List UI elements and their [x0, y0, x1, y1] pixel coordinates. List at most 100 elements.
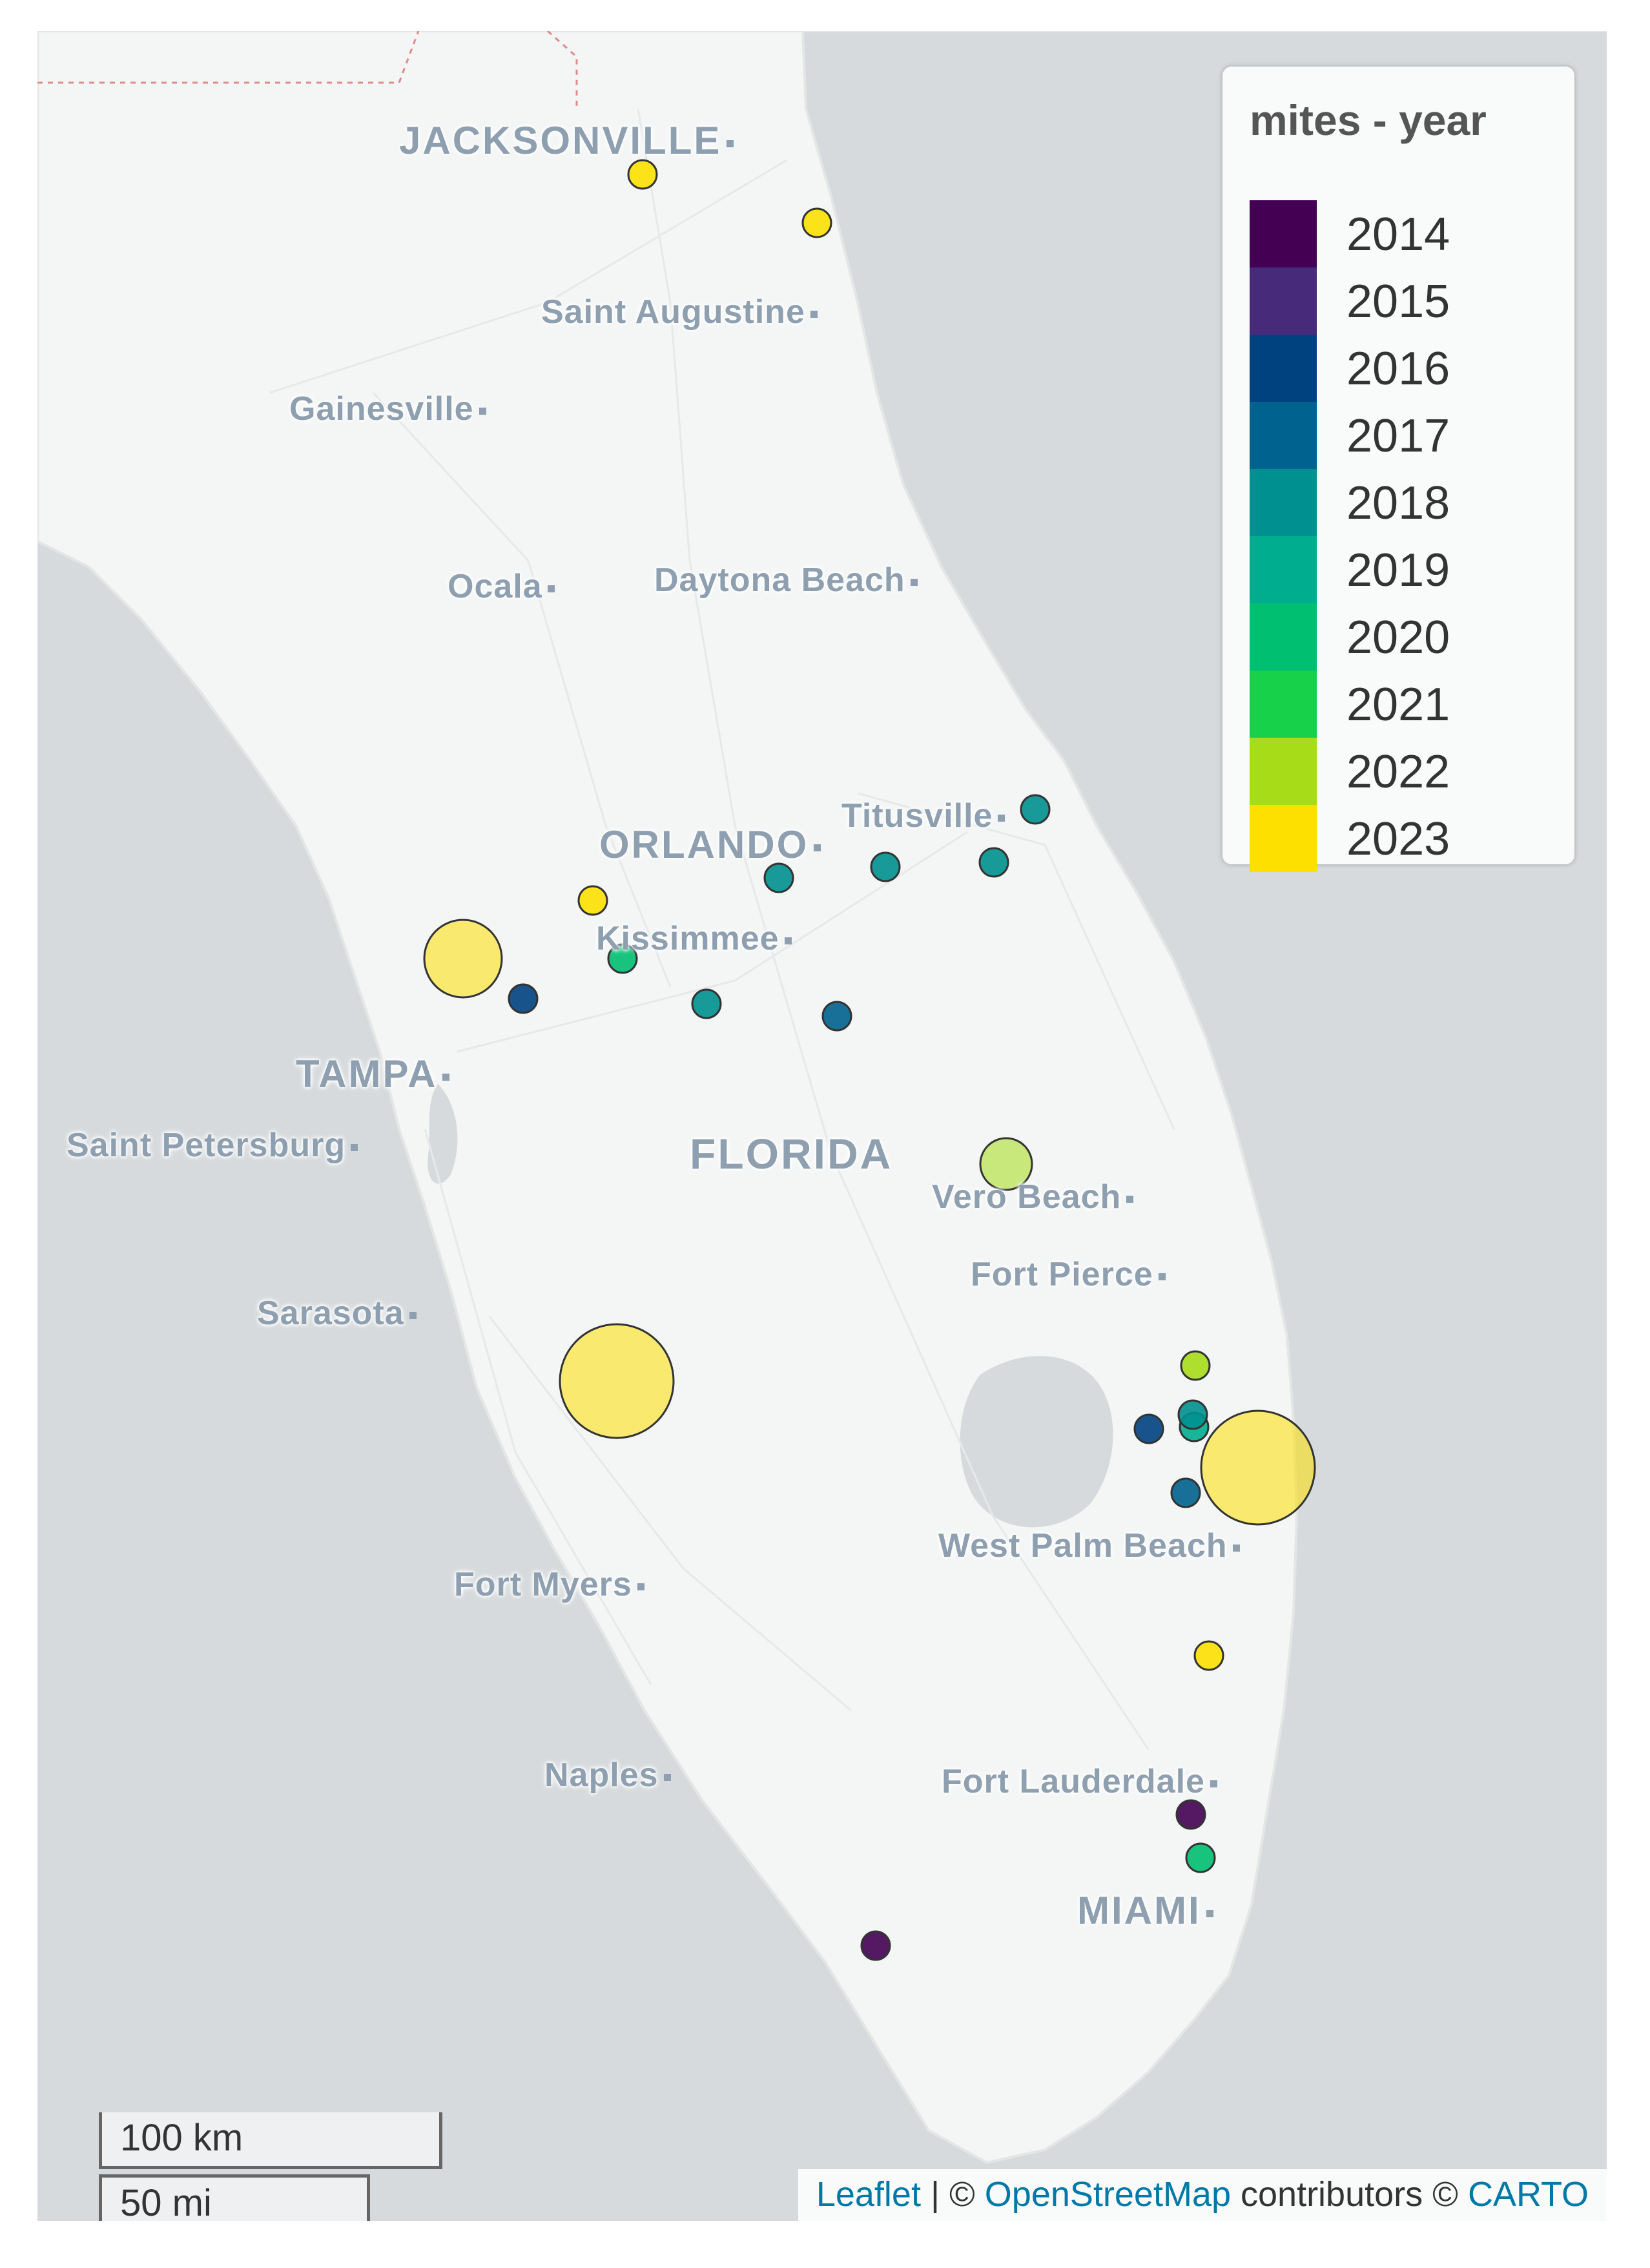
lake-okeechobee	[960, 1356, 1113, 1528]
legend-year-label: 2014	[1346, 209, 1450, 260]
attribution-separator: | ©	[920, 2175, 985, 2214]
mite-site-marker[interactable]	[1020, 794, 1051, 825]
road	[488, 1316, 852, 1712]
mite-site-marker[interactable]	[801, 207, 832, 238]
legend-year-label: 2019	[1346, 545, 1450, 596]
legend-swatch	[1250, 200, 1317, 267]
legend-swatch	[1250, 671, 1317, 738]
city-label-gainesville: Gainesville	[289, 390, 486, 428]
legend-title: mites - year	[1250, 96, 1487, 144]
legend-item-2023: 2023	[1250, 805, 1560, 872]
mite-site-marker[interactable]	[1193, 1640, 1224, 1671]
scale-mi-label: 50 mi	[120, 2182, 212, 2221]
legend-item-2020: 2020	[1250, 603, 1560, 671]
region-label-florida: FLORIDA	[690, 1130, 893, 1178]
legend-item-2014: 2014	[1250, 200, 1560, 267]
city-label-fort-myers: Fort Myers	[454, 1565, 645, 1604]
florida-land	[37, 31, 1607, 2165]
road	[457, 831, 968, 1053]
legend-year-label: 2017	[1346, 410, 1450, 462]
legend-swatch	[1250, 402, 1317, 469]
legend-item-2018: 2018	[1250, 469, 1560, 536]
legend-year-label: 2022	[1346, 746, 1450, 798]
city-label-miami: MIAMI	[1077, 1888, 1213, 1933]
legend-item-2017: 2017	[1250, 402, 1560, 469]
mite-site-marker[interactable]	[423, 919, 503, 999]
mite-site-marker[interactable]	[1185, 1842, 1216, 1873]
scale-bar-km: 100 km	[99, 2112, 442, 2169]
legend-year-label: 2023	[1346, 813, 1450, 865]
road	[637, 108, 1150, 1750]
mite-site-marker[interactable]	[978, 847, 1009, 878]
road	[372, 391, 672, 988]
year-legend: mites - year 2014 2015 2016 2017 2018 2019 202…	[1222, 67, 1574, 872]
mite-site-marker[interactable]	[627, 159, 658, 190]
city-label-jacksonville: JACKSONVILLE	[399, 118, 734, 163]
legend-year-label: 2015	[1346, 276, 1450, 328]
mite-site-marker[interactable]	[979, 1137, 1033, 1191]
city-label-daytona-beach: Daytona Beach	[654, 561, 918, 599]
mite-site-marker[interactable]	[1180, 1350, 1211, 1381]
legend-swatch	[1250, 536, 1317, 603]
state-border	[37, 31, 420, 84]
map-attribution: Leaflet | © OpenStreetMap contributors ©…	[798, 2169, 1607, 2221]
legend-item-2016: 2016	[1250, 335, 1560, 402]
legend-swatch	[1250, 805, 1317, 872]
city-label-titusville: Titusville	[841, 796, 1005, 835]
mite-site-marker[interactable]	[870, 851, 901, 882]
city-label-fort-lauderdale: Fort Lauderdale	[942, 1762, 1217, 1801]
city-label-saint-petersburg: Saint Petersburg	[67, 1126, 358, 1165]
legend-item-2021: 2021	[1250, 671, 1560, 738]
scale-bar-mi: 50 mi	[99, 2174, 370, 2221]
mite-site-marker[interactable]	[691, 988, 722, 1019]
tampa-bay	[428, 1084, 458, 1184]
roads	[269, 108, 1175, 1750]
state-border-east	[547, 31, 578, 109]
mite-site-marker[interactable]	[763, 862, 794, 893]
city-label-saint-augustine: Saint Augustine	[541, 293, 818, 331]
road	[269, 159, 787, 394]
city-label-fort-pierce: Fort Pierce	[971, 1255, 1166, 1294]
mite-sites	[423, 159, 1316, 1961]
legend-item-2022: 2022	[1250, 738, 1560, 805]
mite-site-marker[interactable]	[1200, 1410, 1316, 1526]
mite-site-marker[interactable]	[1170, 1477, 1201, 1508]
city-label-naples: Naples	[544, 1756, 671, 1795]
legend-swatch	[1250, 469, 1317, 536]
city-label-kissimmee: Kissimmee	[596, 919, 792, 958]
legend-swatch	[1250, 267, 1317, 335]
legend-swatch	[1250, 738, 1317, 805]
legend-year-label: 2016	[1346, 343, 1450, 395]
basemap	[37, 31, 1607, 2165]
legend-year-label: 2018	[1346, 477, 1450, 529]
attribution-contributors: contributors ©	[1231, 2175, 1468, 2214]
scale-km-label: 100 km	[120, 2117, 243, 2159]
mite-site-marker[interactable]	[821, 1001, 852, 1032]
legend-item-2019: 2019	[1250, 536, 1560, 603]
city-label-tampa: TAMPA	[296, 1052, 450, 1096]
mite-site-marker[interactable]	[559, 1323, 675, 1439]
city-label-vero-beach: Vero Beach	[932, 1178, 1134, 1216]
mite-site-marker[interactable]	[508, 983, 539, 1014]
legend-swatch	[1250, 335, 1317, 402]
mite-site-marker[interactable]	[1175, 1799, 1206, 1830]
mite-site-marker[interactable]	[1177, 1399, 1208, 1430]
legend-year-label: 2021	[1346, 679, 1450, 731]
legend-year-label: 2020	[1346, 612, 1450, 663]
openstreetmap-link[interactable]: OpenStreetMap	[984, 2175, 1231, 2214]
road	[857, 792, 1175, 1130]
mite-site-marker[interactable]	[1133, 1413, 1164, 1444]
city-label-ocala: Ocala	[448, 567, 555, 606]
road	[424, 1129, 652, 1685]
city-label-orlando: ORLANDO	[599, 822, 821, 867]
carto-link[interactable]: CARTO	[1467, 2175, 1589, 2214]
leaflet-link[interactable]: Leaflet	[816, 2175, 921, 2214]
map-canvas[interactable]: JACKSONVILLE Saint Augustine Gainesville…	[37, 31, 1607, 2221]
legend-item-2015: 2015	[1250, 267, 1560, 335]
city-label-sarasota: Sarasota	[257, 1294, 417, 1333]
mite-site-marker[interactable]	[607, 943, 638, 974]
legend-swatch	[1250, 603, 1317, 671]
city-label-west-palm-beach: West Palm Beach	[938, 1526, 1240, 1565]
mite-site-marker[interactable]	[577, 885, 608, 916]
mite-site-marker[interactable]	[860, 1930, 891, 1961]
